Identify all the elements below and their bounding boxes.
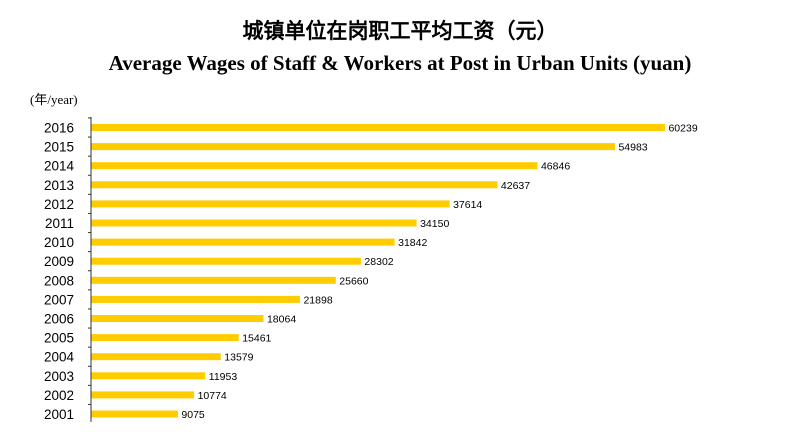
y-tick-label: 2007 [44, 292, 74, 307]
y-tick-label: 2010 [44, 235, 74, 250]
y-tick-label: 2016 [44, 121, 74, 136]
y-tick-label: 2012 [44, 197, 74, 212]
y-tick-label: 2014 [44, 159, 75, 174]
bar [91, 391, 195, 399]
bar [91, 295, 300, 303]
bar-value-label: 21898 [303, 294, 332, 306]
bar [91, 162, 538, 170]
y-tick-label: 2006 [44, 312, 74, 327]
bar-value-label: 18064 [267, 314, 296, 326]
bar [91, 143, 615, 151]
bar-value-label: 34150 [420, 218, 449, 230]
bar-value-label: 37614 [453, 199, 482, 211]
bar-value-label: 25660 [339, 275, 368, 287]
bar [91, 410, 178, 418]
chart-subtitle: Average Wages of Staff & Workers at Post… [109, 51, 692, 75]
y-tick-label: 2001 [44, 407, 74, 422]
bar-value-label: 15461 [242, 333, 271, 345]
bar-value-label: 42637 [501, 180, 530, 192]
bar-value-label: 9075 [181, 409, 205, 421]
bar-value-label: 46846 [541, 161, 570, 173]
y-tick-label: 2008 [44, 273, 74, 288]
bar-value-label: 31842 [398, 237, 427, 249]
bar [91, 238, 395, 246]
bar [91, 334, 239, 342]
bar-value-label: 11953 [209, 371, 238, 383]
y-axis-unit-label: (年/year) [30, 92, 78, 107]
bar [91, 124, 665, 131]
y-tick-label: 2005 [44, 331, 74, 346]
y-tick-label: 2004 [44, 350, 75, 365]
bars-group: 2016 60239 2015 54983 2014 46846 2013 42637 2012… [44, 117, 698, 422]
bar [91, 276, 336, 284]
y-tick-label: 2011 [45, 216, 74, 231]
bar [91, 353, 221, 361]
y-tick-label: 2015 [44, 140, 74, 155]
y-tick-label: 2013 [44, 178, 74, 193]
bar [91, 315, 264, 322]
y-tick-label: 2009 [44, 254, 74, 269]
bar [91, 181, 498, 189]
bar-value-label: 60239 [668, 123, 697, 135]
bar-value-label: 13579 [224, 352, 253, 364]
bar [91, 219, 417, 227]
bar-value-label: 28302 [364, 256, 393, 268]
y-tick-label: 2002 [44, 388, 74, 403]
y-tick-label: 2003 [44, 369, 74, 384]
bar [91, 200, 450, 208]
bar [91, 257, 361, 265]
bar-value-label: 54983 [618, 142, 647, 154]
bar [91, 372, 206, 380]
chart-title: 城镇单位在岗职工平均工资（元） [243, 19, 558, 43]
bar-value-label: 10774 [198, 390, 227, 402]
